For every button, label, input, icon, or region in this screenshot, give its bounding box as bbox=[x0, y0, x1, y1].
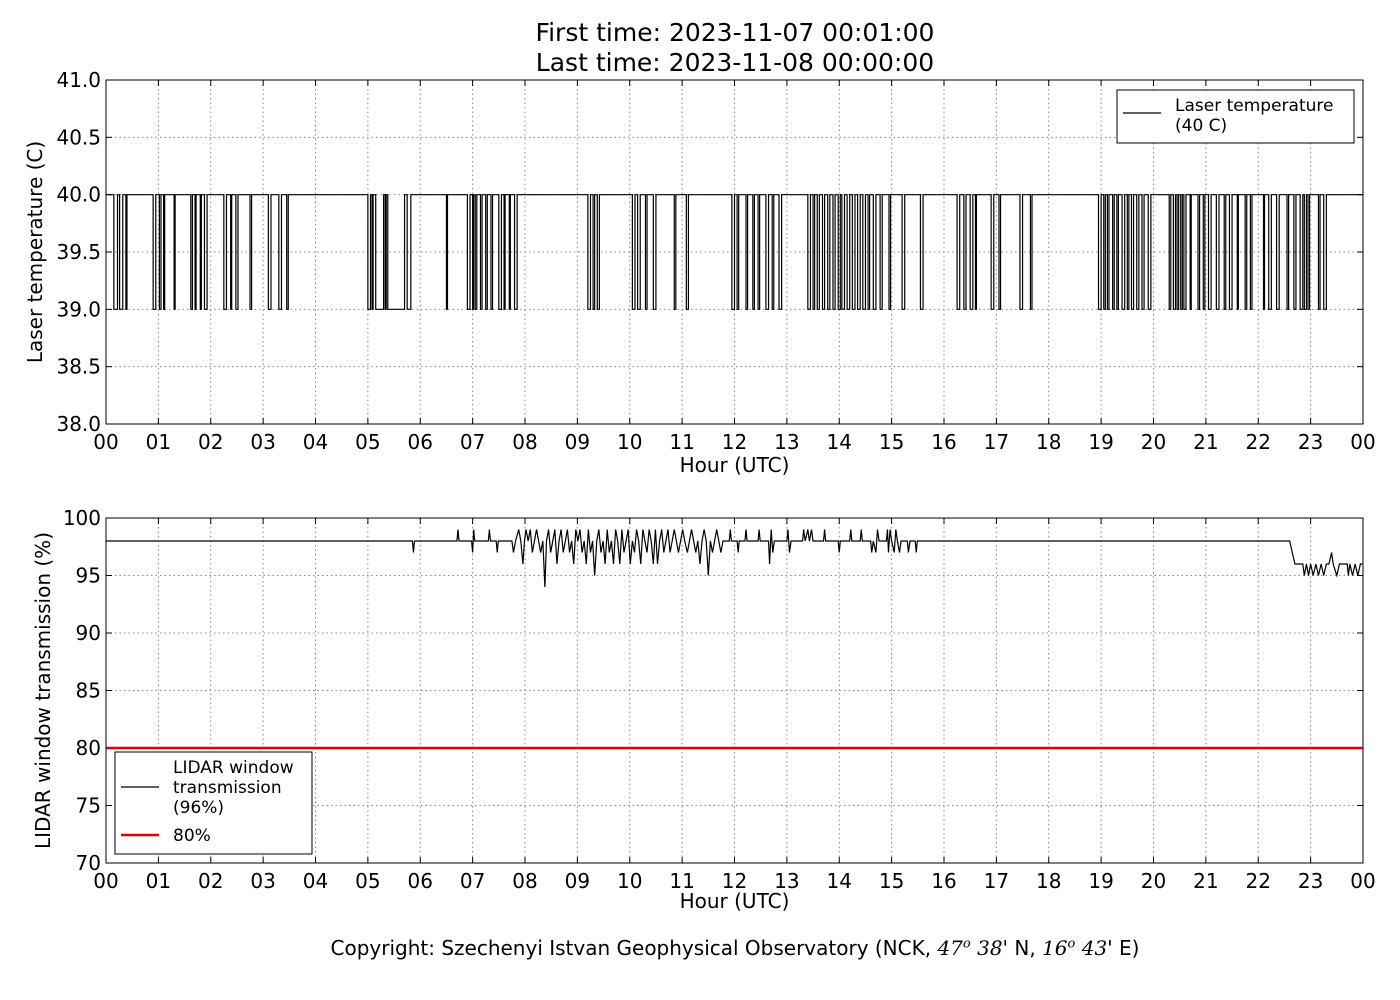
lidar-transmission-panel: 00 01 02 03 04 05 06 07 08 09 10 11 12 13 14 15 16 17 18 19… bbox=[31, 506, 1376, 913]
x-tick-label: 11 bbox=[669, 430, 694, 454]
y-tick-label: 41.0 bbox=[56, 68, 101, 92]
x-tick-label: 00 bbox=[1350, 430, 1375, 454]
series-line bbox=[106, 529, 1363, 588]
x-tick-label: 16 bbox=[931, 869, 956, 893]
x-tick-label: 19 bbox=[1088, 430, 1113, 454]
x-tick-label: 04 bbox=[303, 430, 328, 454]
x-tick-label: 06 bbox=[408, 430, 433, 454]
latitude-suffix: ' N, bbox=[1002, 936, 1043, 960]
x-tick-label: 19 bbox=[1088, 869, 1113, 893]
y-tick-label: 39.0 bbox=[56, 297, 101, 321]
x-tick-label: 06 bbox=[408, 869, 433, 893]
x-tick-label: 02 bbox=[198, 869, 223, 893]
y-tick-label: 39.5 bbox=[56, 240, 101, 264]
x-tick-label: 22 bbox=[1246, 869, 1271, 893]
x-tick-label: 18 bbox=[1036, 869, 1061, 893]
chart-title-last-time: Last time: 2023-11-08 00:00:00 bbox=[535, 48, 935, 77]
x-tick-label: 20 bbox=[1141, 430, 1166, 454]
plot-frame bbox=[105, 517, 1364, 864]
chart-title-first-time: First time: 2023-11-07 00:01:00 bbox=[535, 18, 935, 47]
y-axis-label: LIDAR window transmission (%) bbox=[31, 532, 55, 849]
legend-label: (40 C) bbox=[1175, 116, 1227, 136]
x-tick-label: 15 bbox=[879, 430, 904, 454]
x-tick-label: 11 bbox=[669, 869, 694, 893]
x-tick-label: 03 bbox=[250, 869, 275, 893]
y-tick-label: 70 bbox=[76, 851, 101, 875]
x-tick-label: 18 bbox=[1036, 430, 1061, 454]
x-tick-label: 10 bbox=[617, 430, 642, 454]
x-tick-label: 13 bbox=[774, 869, 799, 893]
x-tick-label: 12 bbox=[722, 430, 747, 454]
x-tick-label: 03 bbox=[250, 430, 275, 454]
plot-frame bbox=[105, 79, 1364, 425]
y-axis-label: Laser temperature (C) bbox=[23, 141, 47, 363]
x-tick-label: 05 bbox=[355, 869, 380, 893]
x-tick-label: 02 bbox=[198, 430, 223, 454]
y-tick-label: 40.5 bbox=[56, 125, 101, 149]
legend-label: Laser temperature bbox=[1175, 96, 1333, 116]
x-axis-label: Hour (UTC) bbox=[680, 889, 790, 913]
x-tick-label: 16 bbox=[931, 430, 956, 454]
y-tick-label: 85 bbox=[76, 679, 101, 703]
y-tick-label: 80 bbox=[76, 736, 101, 760]
x-tick-label: 23 bbox=[1298, 430, 1323, 454]
x-tick-label: 07 bbox=[460, 430, 485, 454]
x-tick-label: 12 bbox=[722, 869, 747, 893]
y-tick-label: 95 bbox=[76, 564, 101, 588]
x-tick-label: 14 bbox=[827, 869, 852, 893]
x-tick-label: 20 bbox=[1141, 869, 1166, 893]
x-tick-label: 17 bbox=[984, 869, 1009, 893]
x-tick-label: 21 bbox=[1193, 869, 1218, 893]
x-tick-label: 10 bbox=[617, 869, 642, 893]
x-tick-label: 15 bbox=[879, 869, 904, 893]
copyright-footer: Copyright: Szechenyi Istvan Geophysical … bbox=[0, 936, 1400, 960]
copyright-text: Copyright: Szechenyi Istvan Geophysical … bbox=[330, 936, 938, 960]
x-tick-label: 01 bbox=[146, 430, 171, 454]
x-tick-label: 00 bbox=[1350, 869, 1375, 893]
x-tick-label: 05 bbox=[355, 430, 380, 454]
legend-box bbox=[1116, 89, 1355, 144]
x-tick-label: 21 bbox=[1193, 430, 1218, 454]
x-tick-label: 14 bbox=[827, 430, 852, 454]
y-tick-label: 90 bbox=[76, 621, 101, 645]
y-tick-label: 38.5 bbox=[56, 355, 101, 379]
y-tick-label: 100 bbox=[63, 506, 101, 530]
x-tick-label: 17 bbox=[984, 430, 1009, 454]
x-tick-label: 04 bbox=[303, 869, 328, 893]
legend-label: (96%) bbox=[173, 798, 224, 818]
x-tick-label: 13 bbox=[774, 430, 799, 454]
y-tick-label: 75 bbox=[76, 794, 101, 818]
x-tick-label: 08 bbox=[512, 430, 537, 454]
x-tick-label: 22 bbox=[1246, 430, 1271, 454]
laser-temperature-panel: 00 01 02 03 04 05 06 07 08 09 10 11 12 13 14 15 16 17 18 19… bbox=[23, 68, 1376, 477]
x-tick-label: 00 bbox=[93, 430, 118, 454]
y-tick-label: 40.0 bbox=[56, 183, 101, 207]
latitude-degrees: 47o 38 bbox=[937, 936, 1003, 960]
x-tick-label: 09 bbox=[565, 869, 590, 893]
x-tick-label: 07 bbox=[460, 869, 485, 893]
x-tick-label: 09 bbox=[565, 430, 590, 454]
longitude-suffix: ' E) bbox=[1107, 936, 1140, 960]
legend-box bbox=[114, 751, 313, 855]
series-line bbox=[106, 194, 1363, 310]
x-axis-label: Hour (UTC) bbox=[680, 453, 790, 477]
y-tick-label: 38.0 bbox=[56, 412, 101, 436]
x-tick-label: 08 bbox=[512, 869, 537, 893]
legend: Laser temperature(40 C) bbox=[1116, 89, 1355, 144]
x-tick-label: 01 bbox=[146, 869, 171, 893]
longitude-degrees: 16o 43 bbox=[1042, 936, 1108, 960]
x-tick-label: 00 bbox=[93, 869, 118, 893]
legend-label: transmission bbox=[173, 778, 282, 798]
legend-label: LIDAR window bbox=[173, 758, 294, 778]
x-tick-label: 23 bbox=[1298, 869, 1323, 893]
legend-label: 80% bbox=[173, 826, 211, 846]
